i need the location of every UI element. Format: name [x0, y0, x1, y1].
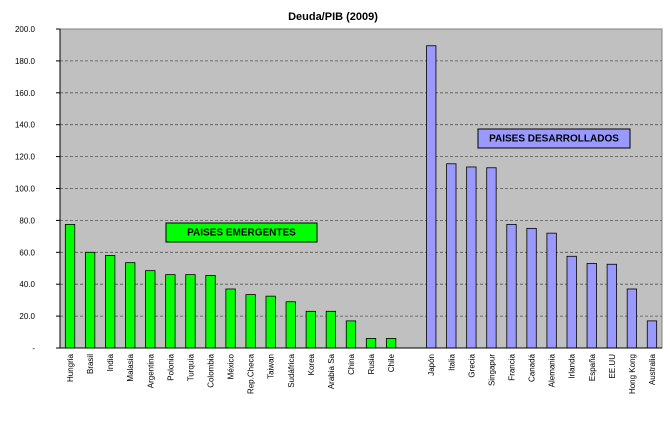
bar [64, 223, 76, 349]
x-tick-label: Korea [307, 353, 316, 375]
bar [145, 270, 156, 349]
bar [446, 163, 457, 349]
x-tick-label: Irlanda [568, 353, 577, 378]
bar [365, 338, 377, 349]
y-tick-label: 160.0 [15, 89, 36, 98]
bar [305, 310, 316, 349]
x-tick-label: Arabia Sa [327, 353, 336, 389]
x-tick-label: Singapur [487, 354, 496, 386]
chart-title: Deuda/PIB (2009) [288, 11, 378, 23]
bar [185, 274, 196, 349]
x-tick-label: Chile [387, 353, 396, 372]
emerging-label-box [165, 222, 318, 243]
y-tick-label: 40.0 [19, 280, 35, 289]
bar [426, 45, 437, 349]
x-tick-label: Hong Kong [628, 354, 637, 394]
y-tick-label: 80.0 [19, 216, 35, 225]
x-axis: Hungria Brasil India Malasia Argentina Poloni… [60, 347, 662, 394]
bar [566, 255, 577, 349]
y-tick-label: 180.0 [15, 57, 36, 66]
y-tick-label: - [32, 344, 35, 353]
x-tick-label: Polonia [166, 353, 175, 380]
x-tick-label: Colombia [207, 353, 216, 387]
y-tick-label: 20.0 [19, 312, 35, 321]
x-tick-label: India [106, 353, 115, 371]
bar [546, 232, 557, 349]
bar [325, 310, 337, 349]
bar [506, 223, 517, 349]
x-tick-label: Brasil [86, 354, 95, 374]
x-tick-label: Argentina [146, 353, 155, 388]
x-tick-label: Hungria [66, 353, 75, 382]
bar [245, 294, 256, 349]
x-tick-label: Sudáfrica [287, 353, 296, 387]
x-tick-label: China [347, 353, 356, 374]
bar [385, 338, 397, 349]
bar [165, 274, 176, 349]
bar [105, 255, 116, 349]
bar [225, 288, 236, 349]
x-tick-label: Alemania [548, 353, 557, 387]
bar [646, 320, 658, 349]
y-tick-label: 200.0 [15, 25, 36, 34]
bar [606, 263, 617, 349]
x-tick-label: Malasia [126, 353, 135, 381]
emerging-label: PAISES EMERGENTES [187, 228, 296, 239]
x-tick-label: Canadá [528, 353, 537, 382]
x-tick-label: EE.UU [608, 354, 617, 379]
x-tick-label: Turquía [186, 353, 195, 381]
y-tick-label: 140.0 [15, 121, 36, 130]
x-tick-label: Rusia [367, 353, 376, 374]
y-tick-label: 120.0 [15, 153, 36, 162]
bar [125, 262, 136, 349]
group-labels: PAISES EMERGENTES PAISES DESARROLLADOS [165, 128, 631, 243]
x-tick-label: España [588, 353, 597, 381]
bar [205, 275, 216, 349]
x-tick-label: Taiwan [267, 354, 276, 379]
developed-label: PAISES DESARROLLADOS [489, 134, 619, 145]
bar [526, 227, 537, 349]
bar-series [64, 45, 658, 349]
x-tick-label: Australia [648, 353, 657, 385]
x-tick-label: Rep.Checa [247, 353, 256, 394]
bar [466, 166, 477, 349]
bar [285, 301, 296, 349]
x-tick-label: Grecia [467, 353, 476, 377]
x-tick-label: Japón [427, 354, 436, 376]
developed-label-box [477, 128, 631, 149]
y-tick-label: 60.0 [19, 248, 35, 257]
gridlines [60, 60, 662, 317]
x-tick-label: Italia [447, 353, 456, 370]
bar [84, 251, 96, 349]
y-axis: - 20.0 40.0 60.0 80.0 100.0 120.0 140.0 160.0 180… [15, 25, 61, 353]
x-tick-label: Francia [508, 353, 517, 380]
bar [265, 295, 276, 349]
y-tick-label: 100.0 [15, 185, 36, 194]
x-tick-label: México [227, 353, 236, 379]
bar [586, 263, 597, 349]
bar [345, 320, 357, 349]
bar [626, 288, 638, 349]
bar [486, 167, 497, 349]
